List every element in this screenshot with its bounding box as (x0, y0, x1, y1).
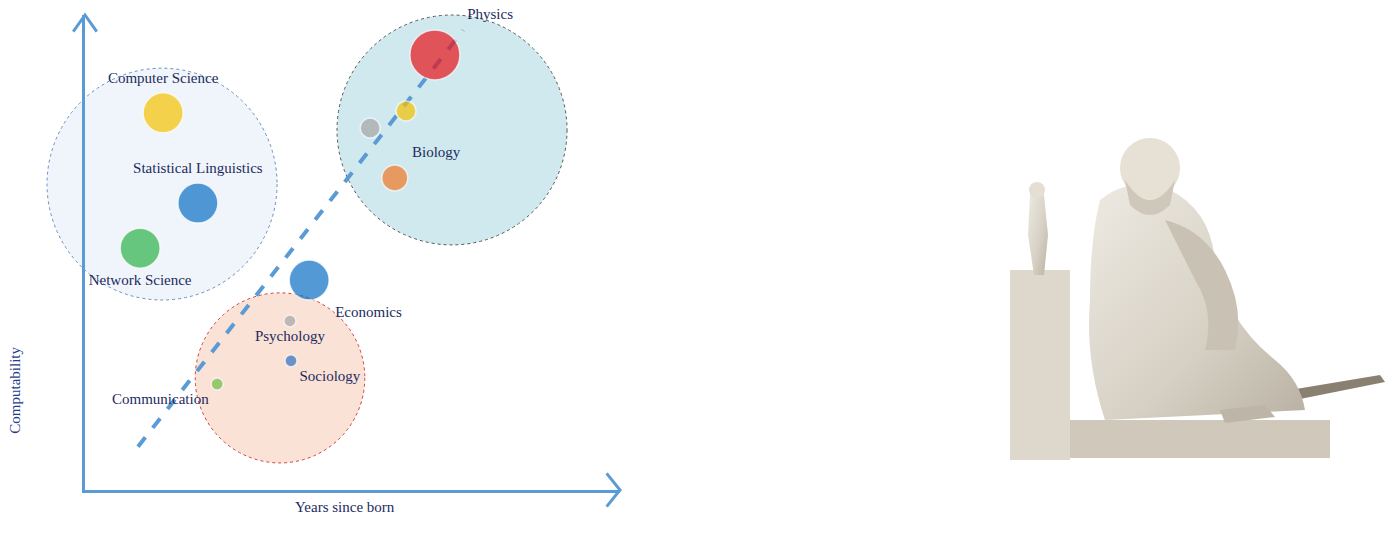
svg-text:Statistical Linguistics: Statistical Linguistics (133, 160, 263, 176)
svg-text:Computability: Computability (7, 347, 23, 434)
svg-text:Computer Science: Computer Science (108, 70, 219, 86)
svg-text:Biology: Biology (412, 144, 461, 160)
svg-text:Communication: Communication (112, 391, 209, 407)
svg-text:Sociology: Sociology (299, 368, 360, 384)
svg-text:Years since born: Years since born (295, 499, 395, 515)
svg-text:Physics: Physics (467, 6, 513, 22)
svg-text:Psychology: Psychology (255, 328, 326, 344)
svg-text:Economics: Economics (335, 304, 402, 320)
svg-text:Network Science: Network Science (89, 272, 192, 288)
